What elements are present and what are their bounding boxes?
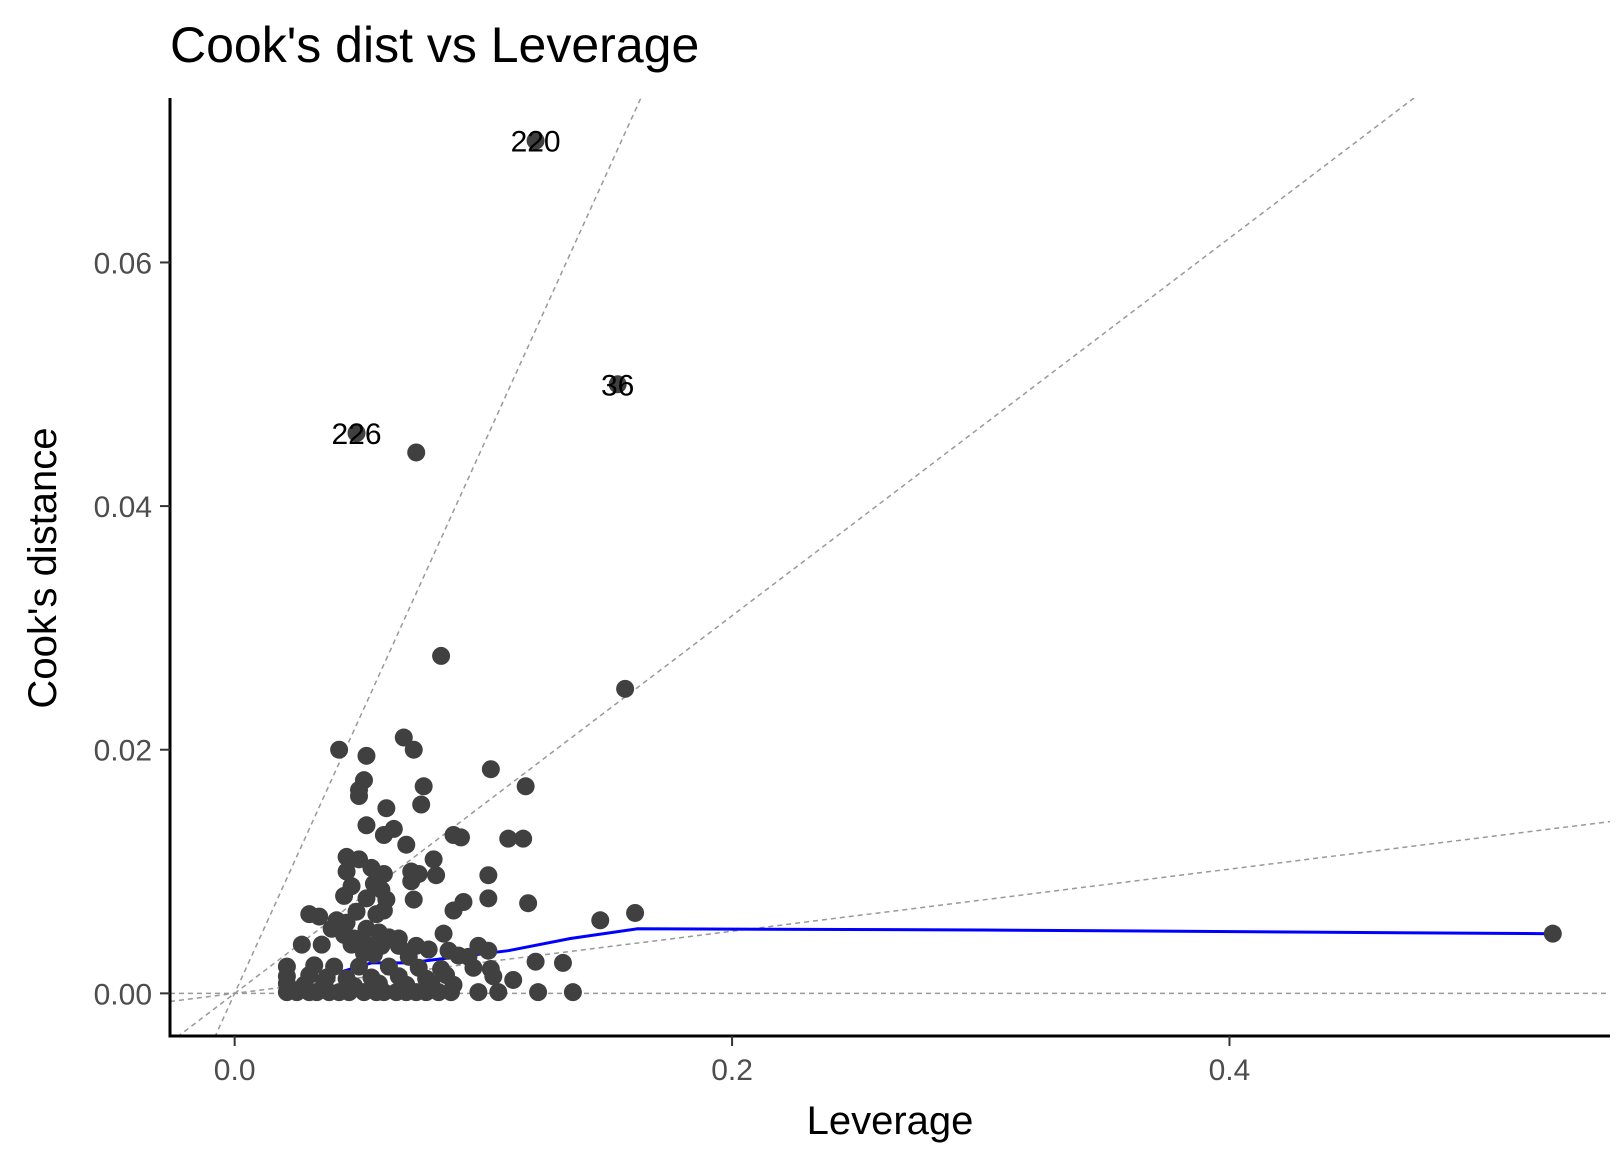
reference-line-1 — [214, 98, 642, 1036]
data-point — [591, 911, 610, 930]
data-point — [357, 746, 376, 765]
data-point — [504, 970, 523, 989]
data-point — [407, 443, 426, 462]
data-point — [404, 740, 423, 759]
data-point — [404, 890, 423, 909]
data-point — [526, 952, 545, 971]
data-point — [364, 945, 383, 964]
data-point — [444, 901, 463, 920]
data-point — [479, 941, 498, 960]
data-point — [312, 935, 331, 954]
point-labels: 220 36 226 — [331, 126, 634, 451]
data-point — [419, 940, 438, 959]
data-point — [397, 835, 416, 854]
x-tick-label: 0.4 — [1209, 1054, 1251, 1087]
data-point — [479, 889, 498, 908]
data-point — [489, 983, 508, 1002]
data-point — [357, 816, 376, 835]
data-point — [514, 829, 533, 848]
x-axis-ticks: 0.0 0.2 0.4 — [214, 1036, 1251, 1087]
data-point — [374, 901, 393, 920]
data-point — [429, 983, 448, 1002]
data-point — [340, 983, 359, 1002]
data-point — [335, 886, 354, 905]
data-point — [479, 866, 498, 885]
data-point — [469, 983, 488, 1002]
data-point — [307, 983, 326, 1002]
data-point — [357, 889, 376, 908]
data-point — [451, 828, 470, 847]
data-point — [553, 953, 572, 972]
data-point — [414, 777, 433, 796]
data-points — [277, 131, 1562, 1002]
data-point — [484, 967, 503, 986]
data-point — [377, 799, 396, 818]
data-point — [516, 777, 535, 796]
data-point — [519, 894, 538, 913]
data-point — [442, 983, 461, 1002]
reference-line-2 — [177, 98, 1416, 1036]
data-point — [287, 983, 306, 1002]
y-axis-title: Cook's distance — [21, 427, 65, 708]
y-axis-ticks: 0.00 0.02 0.04 0.06 — [94, 247, 170, 1011]
labeled-data-point — [347, 424, 366, 442]
data-point — [412, 795, 431, 814]
x-tick-label: 0.0 — [214, 1054, 256, 1087]
x-axis-title: Leverage — [807, 1099, 974, 1143]
data-point — [529, 983, 548, 1002]
labeled-data-point — [526, 131, 545, 150]
data-point — [432, 646, 451, 665]
data-point — [350, 957, 369, 976]
data-point — [337, 862, 356, 881]
y-tick-label: 0.04 — [94, 491, 152, 524]
point-label-226: 226 — [331, 418, 381, 451]
data-point — [481, 760, 500, 779]
data-point — [424, 850, 443, 869]
data-point — [394, 728, 413, 747]
data-point — [292, 935, 311, 954]
data-point — [374, 983, 393, 1002]
y-tick-label: 0.02 — [94, 735, 152, 768]
data-point — [354, 983, 373, 1002]
data-point — [464, 958, 483, 977]
data-point — [374, 826, 393, 844]
labeled-data-point — [608, 375, 627, 394]
data-point — [434, 924, 453, 943]
data-point — [563, 983, 582, 1002]
data-point — [616, 679, 635, 698]
data-point — [427, 866, 446, 885]
reference-lines — [170, 98, 1610, 1036]
reference-line-3 — [170, 820, 1610, 1003]
data-point — [626, 903, 645, 922]
y-tick-label: 0.00 — [94, 978, 152, 1011]
data-point — [350, 787, 369, 806]
data-point — [417, 983, 436, 1002]
point-label-220: 220 — [511, 126, 561, 159]
point-label-36: 36 — [601, 369, 634, 402]
data-point — [402, 872, 421, 891]
data-point — [330, 740, 349, 759]
y-tick-label: 0.06 — [94, 247, 152, 280]
data-point — [499, 829, 518, 848]
chart-title: Cook's dist vs Leverage — [170, 17, 699, 73]
x-tick-label: 0.2 — [711, 1054, 753, 1087]
data-point — [310, 907, 329, 926]
data-point — [1543, 924, 1562, 943]
